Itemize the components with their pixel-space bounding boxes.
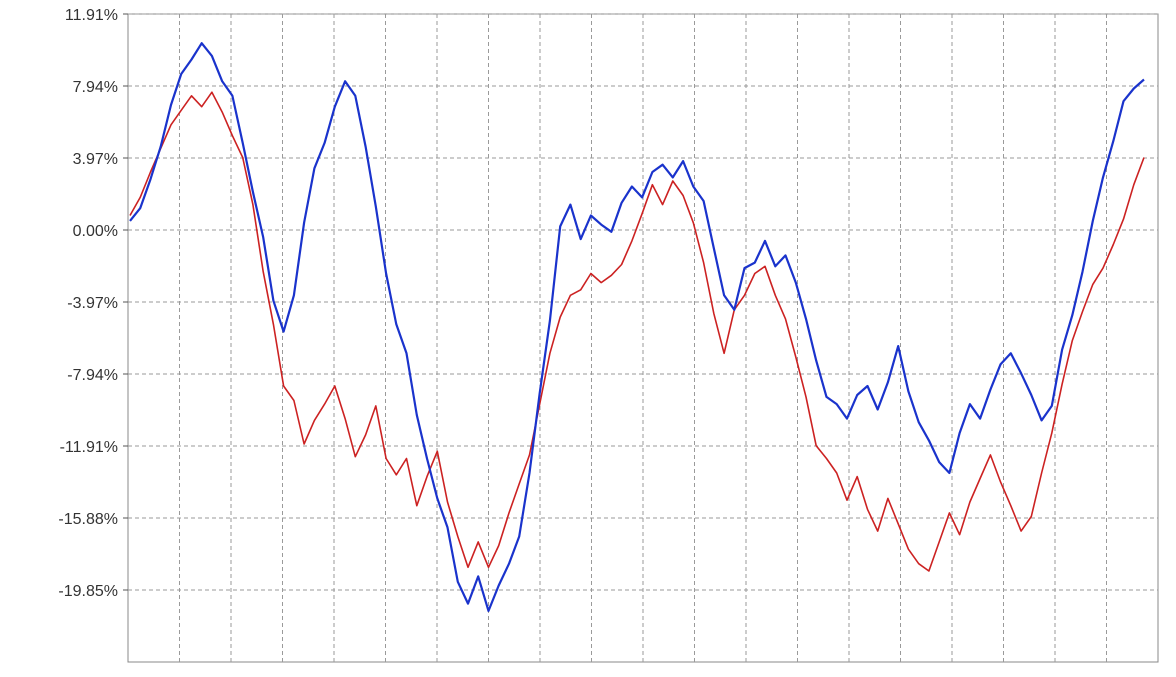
y-axis-ticks: 11.91% 7.94% 3.97% 0.00% -3.97% -7.94% -11.91%…: [58, 7, 128, 600]
y-tick-label: 11.91%: [65, 7, 118, 24]
y-tick-label: -11.91%: [60, 439, 118, 456]
series-line-1: [129, 91, 1145, 572]
y-tick-label: -7.94%: [67, 367, 118, 384]
y-tick-label: -19.85%: [58, 583, 118, 600]
y-tick-label: -15.88%: [58, 511, 118, 528]
series-lines: [129, 42, 1145, 613]
y-tick-label: 3.97%: [73, 151, 118, 168]
y-tick-label: 0.00%: [73, 223, 118, 240]
y-tick-label: -3.97%: [67, 295, 118, 312]
series-line-0: [129, 42, 1145, 613]
y-tick-label: 7.94%: [73, 79, 118, 96]
grid-lines: [128, 13, 1158, 662]
